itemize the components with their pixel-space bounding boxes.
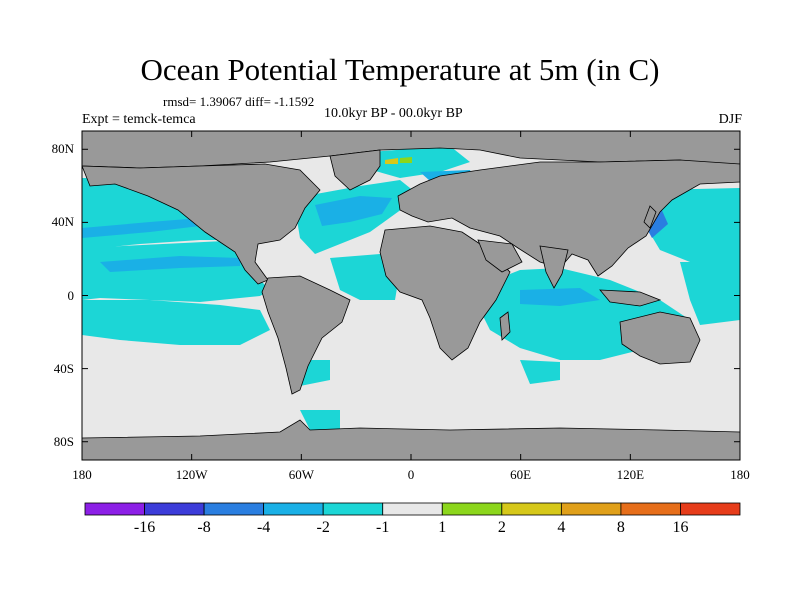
anomaly-north-pacific-east [648, 188, 740, 262]
anomaly-atlantic-tropics [330, 254, 400, 300]
colorbar-swatch [203, 502, 265, 516]
land-antarctica [82, 419, 740, 460]
plot-title: Ocean Potential Temperature at 5m (in C) [140, 52, 660, 87]
y-tick-label: 40N [51, 214, 74, 230]
anomaly-tropical-pacific [82, 240, 270, 302]
colorbar-swatch [382, 502, 443, 516]
land-australia [619, 311, 701, 365]
x-tick-label: 180 [72, 467, 92, 482]
colorbar-swatch [620, 502, 681, 516]
colorbar-label: 2 [497, 519, 506, 536]
y-tick-label: 0 [67, 287, 75, 303]
colorbar-swatch [680, 502, 741, 516]
y-tick-label: 80N [51, 141, 74, 157]
land-masses [82, 131, 740, 460]
colorbar-swatch [560, 502, 622, 516]
land-arabia [477, 239, 523, 273]
x-tick-label: 120W [175, 467, 208, 482]
land-india [539, 245, 569, 289]
land-eurasia [397, 159, 740, 277]
colorbar-label: 8 [616, 519, 625, 536]
colorbar-label: 4 [557, 519, 566, 536]
anomaly-nordic-seas [370, 146, 470, 178]
colorbar [84, 502, 741, 516]
anomaly-south-indian [520, 360, 560, 384]
anomaly-southern-ocean [300, 410, 340, 430]
period-label: 10.0kyr BP - 00.0kyr BP [324, 106, 463, 121]
anomaly-tropical-pacific-west [680, 262, 740, 325]
colorbar-label: -16 [133, 519, 156, 536]
x-tick-label: 120E [616, 467, 645, 482]
land-africa [379, 225, 511, 361]
colorbar-label: -2 [316, 519, 330, 536]
stats-line: rmsd= 1.39067 diff= -1.1592 [163, 94, 315, 109]
y-tick-label: 40S [53, 360, 74, 376]
colorbar-swatch [144, 502, 205, 516]
land-greenland [329, 149, 381, 191]
anomaly-pacific-streak-2 [82, 218, 200, 238]
anomaly-indian-blue [520, 288, 600, 306]
season-label: DJF [718, 112, 742, 127]
colorbar-swatch [84, 502, 145, 516]
land-japan [643, 205, 657, 229]
colorbar-swatch [501, 502, 562, 516]
x-tick-label: 60W [288, 467, 314, 482]
anomaly-arctic-green [400, 157, 412, 163]
land-south-america [261, 275, 351, 395]
anomaly-south-pacific [82, 300, 270, 345]
colorbar-label: 16 [672, 519, 689, 536]
colorbar-swatch [263, 502, 324, 516]
x-tick-label: 0 [407, 467, 415, 482]
x-tick-label: 60E [510, 467, 532, 482]
anomaly-pacific-streak [100, 256, 240, 272]
colorbar-swatch [322, 502, 384, 516]
colorbar-label: -1 [376, 519, 390, 536]
colorbar-label: -4 [256, 519, 271, 536]
x-tick-marks [81, 131, 741, 460]
colorbar-label: 1 [438, 519, 447, 536]
anomaly-arctic-warm [385, 158, 398, 164]
land-indonesia [599, 289, 662, 307]
y-tick-label: 80S [53, 433, 74, 449]
colorbar-swatch [441, 502, 503, 516]
experiment-label: Expt = temck-temca [82, 112, 196, 127]
y-tick-marks [82, 148, 740, 443]
colorbar-label: -8 [197, 519, 211, 536]
x-tick-label: 180 [730, 467, 750, 482]
anomaly-north-atlantic-blue [315, 196, 392, 226]
land-madagascar [499, 311, 511, 341]
land-north-america [82, 163, 321, 285]
